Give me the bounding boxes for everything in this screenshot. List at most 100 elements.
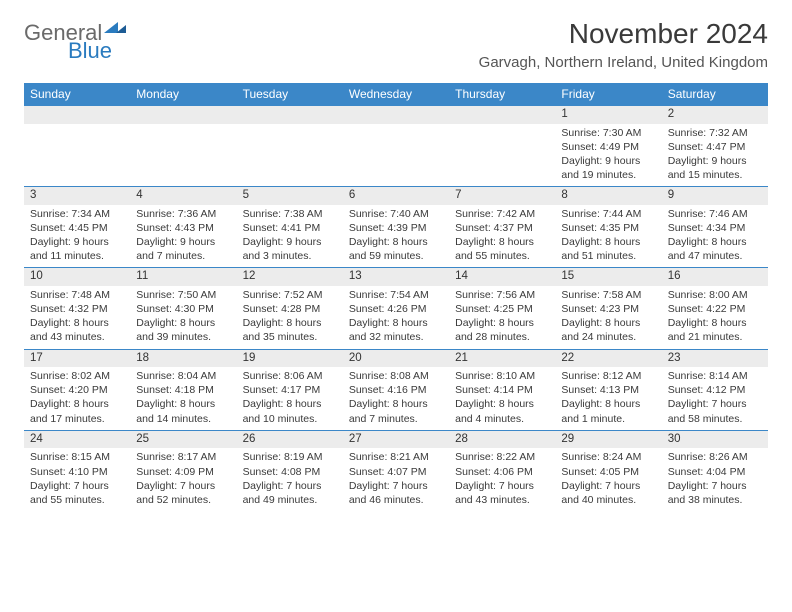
day-number [449,106,555,124]
day-number: 8 [555,187,661,205]
daylight-text: Daylight: 8 hours and 24 minutes. [561,316,655,344]
sunrise-text: Sunrise: 7:46 AM [668,207,762,221]
day-cell: Sunrise: 7:30 AMSunset: 4:49 PMDaylight:… [555,124,661,187]
day-number: 22 [555,349,661,367]
week-content-row: Sunrise: 7:48 AMSunset: 4:32 PMDaylight:… [24,286,768,349]
sunset-text: Sunset: 4:32 PM [30,302,124,316]
day-cell: Sunrise: 8:12 AMSunset: 4:13 PMDaylight:… [555,367,661,430]
week-content-row: Sunrise: 7:34 AMSunset: 4:45 PMDaylight:… [24,205,768,268]
sunset-text: Sunset: 4:05 PM [561,465,655,479]
day-cell: Sunrise: 8:24 AMSunset: 4:05 PMDaylight:… [555,448,661,511]
sunset-text: Sunset: 4:10 PM [30,465,124,479]
day-header: Monday [130,83,236,106]
sunrise-text: Sunrise: 7:44 AM [561,207,655,221]
day-cell: Sunrise: 7:32 AMSunset: 4:47 PMDaylight:… [662,124,768,187]
day-header-row: Sunday Monday Tuesday Wednesday Thursday… [24,83,768,106]
daylight-text: Daylight: 9 hours and 19 minutes. [561,154,655,182]
day-header: Tuesday [237,83,343,106]
daylight-text: Daylight: 8 hours and 55 minutes. [455,235,549,263]
sunrise-text: Sunrise: 8:19 AM [243,450,337,464]
week-content-row: Sunrise: 8:15 AMSunset: 4:10 PMDaylight:… [24,448,768,511]
day-cell: Sunrise: 8:22 AMSunset: 4:06 PMDaylight:… [449,448,555,511]
day-number: 30 [662,430,768,448]
day-number: 28 [449,430,555,448]
daylight-text: Daylight: 7 hours and 43 minutes. [455,479,549,507]
day-number [24,106,130,124]
daylight-text: Daylight: 7 hours and 58 minutes. [668,397,762,425]
sunrise-text: Sunrise: 8:06 AM [243,369,337,383]
day-cell: Sunrise: 7:46 AMSunset: 4:34 PMDaylight:… [662,205,768,268]
sunset-text: Sunset: 4:39 PM [349,221,443,235]
sunset-text: Sunset: 4:07 PM [349,465,443,479]
day-number: 29 [555,430,661,448]
daylight-text: Daylight: 8 hours and 21 minutes. [668,316,762,344]
day-cell: Sunrise: 7:58 AMSunset: 4:23 PMDaylight:… [555,286,661,349]
day-header: Sunday [24,83,130,106]
week-number-row: 17181920212223 [24,349,768,367]
header: General Blue November 2024 Garvagh, Nort… [24,18,768,71]
sunrise-text: Sunrise: 8:21 AM [349,450,443,464]
day-number: 13 [343,268,449,286]
sunset-text: Sunset: 4:13 PM [561,383,655,397]
page-subtitle: Garvagh, Northern Ireland, United Kingdo… [479,54,768,71]
day-cell: Sunrise: 7:40 AMSunset: 4:39 PMDaylight:… [343,205,449,268]
day-cell: Sunrise: 7:54 AMSunset: 4:26 PMDaylight:… [343,286,449,349]
daylight-text: Daylight: 7 hours and 49 minutes. [243,479,337,507]
calendar-table: Sunday Monday Tuesday Wednesday Thursday… [24,83,768,511]
sunset-text: Sunset: 4:25 PM [455,302,549,316]
day-number: 19 [237,349,343,367]
sunrise-text: Sunrise: 8:10 AM [455,369,549,383]
day-number: 12 [237,268,343,286]
daylight-text: Daylight: 8 hours and 35 minutes. [243,316,337,344]
day-number: 5 [237,187,343,205]
week-content-row: Sunrise: 8:02 AMSunset: 4:20 PMDaylight:… [24,367,768,430]
sunset-text: Sunset: 4:16 PM [349,383,443,397]
daylight-text: Daylight: 8 hours and 14 minutes. [136,397,230,425]
sunset-text: Sunset: 4:17 PM [243,383,337,397]
sunrise-text: Sunrise: 7:40 AM [349,207,443,221]
sunrise-text: Sunrise: 7:58 AM [561,288,655,302]
week-number-row: 24252627282930 [24,430,768,448]
week-number-row: 10111213141516 [24,268,768,286]
sunset-text: Sunset: 4:43 PM [136,221,230,235]
sunrise-text: Sunrise: 8:15 AM [30,450,124,464]
day-cell: Sunrise: 8:02 AMSunset: 4:20 PMDaylight:… [24,367,130,430]
sunrise-text: Sunrise: 8:17 AM [136,450,230,464]
sunset-text: Sunset: 4:37 PM [455,221,549,235]
day-number: 6 [343,187,449,205]
daylight-text: Daylight: 8 hours and 51 minutes. [561,235,655,263]
sunset-text: Sunset: 4:14 PM [455,383,549,397]
sunrise-text: Sunrise: 8:00 AM [668,288,762,302]
day-cell: Sunrise: 8:08 AMSunset: 4:16 PMDaylight:… [343,367,449,430]
day-cell: Sunrise: 8:00 AMSunset: 4:22 PMDaylight:… [662,286,768,349]
day-cell [449,124,555,187]
day-cell: Sunrise: 8:10 AMSunset: 4:14 PMDaylight:… [449,367,555,430]
sunset-text: Sunset: 4:45 PM [30,221,124,235]
sunrise-text: Sunrise: 8:26 AM [668,450,762,464]
sunrise-text: Sunrise: 7:50 AM [136,288,230,302]
daylight-text: Daylight: 7 hours and 46 minutes. [349,479,443,507]
day-number: 27 [343,430,449,448]
daylight-text: Daylight: 8 hours and 28 minutes. [455,316,549,344]
sunrise-text: Sunrise: 8:22 AM [455,450,549,464]
sunset-text: Sunset: 4:49 PM [561,140,655,154]
day-cell: Sunrise: 8:17 AMSunset: 4:09 PMDaylight:… [130,448,236,511]
day-number: 10 [24,268,130,286]
sunset-text: Sunset: 4:06 PM [455,465,549,479]
day-number: 23 [662,349,768,367]
sunset-text: Sunset: 4:09 PM [136,465,230,479]
day-cell: Sunrise: 8:15 AMSunset: 4:10 PMDaylight:… [24,448,130,511]
daylight-text: Daylight: 9 hours and 15 minutes. [668,154,762,182]
sunset-text: Sunset: 4:08 PM [243,465,337,479]
daylight-text: Daylight: 9 hours and 7 minutes. [136,235,230,263]
daylight-text: Daylight: 8 hours and 59 minutes. [349,235,443,263]
day-number: 24 [24,430,130,448]
daylight-text: Daylight: 7 hours and 38 minutes. [668,479,762,507]
title-block: November 2024 Garvagh, Northern Ireland,… [479,18,768,71]
day-number: 20 [343,349,449,367]
day-number: 2 [662,106,768,124]
sunset-text: Sunset: 4:12 PM [668,383,762,397]
day-header: Saturday [662,83,768,106]
daylight-text: Daylight: 7 hours and 55 minutes. [30,479,124,507]
day-cell [24,124,130,187]
